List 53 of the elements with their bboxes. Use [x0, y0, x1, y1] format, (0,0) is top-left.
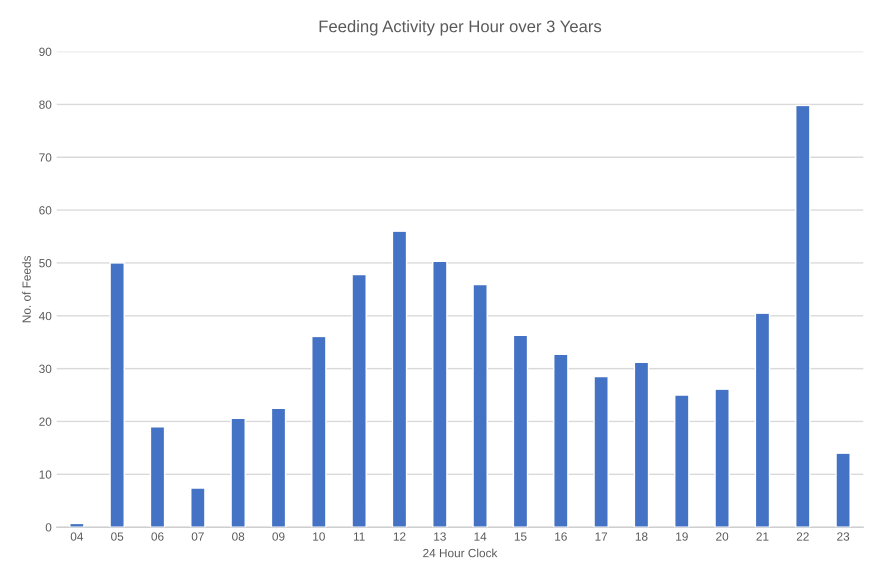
bar: [432, 260, 448, 528]
bar: [795, 104, 811, 528]
bar: [392, 230, 408, 528]
bar: [634, 362, 650, 528]
y-tick-label: 70: [39, 153, 52, 162]
x-tick-label: 20: [716, 532, 728, 541]
bar: [351, 274, 367, 528]
x-tick-label: 05: [111, 532, 124, 541]
bar: [190, 487, 206, 528]
bar: [754, 312, 770, 528]
y-tick-label: 90: [39, 48, 52, 56]
x-axis-title: 24 Hour Clock: [423, 548, 498, 558]
x-tick-label: 11: [354, 532, 365, 541]
bar: [835, 452, 851, 528]
bar: [593, 376, 609, 528]
bar: [230, 418, 246, 528]
x-tick-label: 10: [313, 532, 325, 541]
bar: [512, 334, 528, 528]
y-tick-label: 30: [39, 364, 52, 374]
bar: [674, 394, 690, 528]
x-tick-label: 15: [514, 532, 527, 541]
y-tick-label: 20: [39, 418, 52, 426]
x-tick-label: 12: [394, 532, 406, 541]
x-tick-label: 04: [70, 532, 84, 541]
x-tick-label: 08: [232, 532, 244, 541]
x-tick-label: 17: [595, 532, 608, 541]
y-tick-label: 40: [38, 312, 52, 320]
x-tick-label: 09: [272, 532, 284, 541]
y-axis-title: No. of Feeds: [22, 256, 31, 322]
x-tick-label: 19: [676, 532, 688, 541]
chart-title: Feeding Activity per Hour over 3 Years: [320, 20, 602, 36]
bar: [69, 522, 85, 528]
x-tick-label: 23: [837, 532, 850, 541]
y-tick-label: 80: [39, 100, 52, 109]
x-tick-label: 22: [796, 532, 809, 541]
x-tick-label: 14: [474, 532, 486, 541]
bar: [150, 426, 166, 528]
bar: [472, 284, 488, 528]
x-tick-label: 16: [555, 532, 567, 541]
y-tick-label: 0: [46, 523, 52, 532]
bar: [109, 262, 125, 528]
x-tick-label: 13: [434, 532, 446, 541]
y-tick-label: 10: [40, 470, 52, 479]
y-tick-label: 50: [39, 258, 52, 268]
y-tick-label: 60: [39, 206, 52, 214]
x-tick-label: 18: [636, 532, 648, 541]
bar: [714, 388, 730, 528]
x-tick-label: 07: [192, 532, 204, 541]
x-tick-label: 06: [151, 532, 164, 541]
bar: [270, 408, 286, 528]
bar: [553, 354, 569, 528]
x-tick-label: 21: [756, 532, 768, 541]
bar: [311, 336, 327, 528]
